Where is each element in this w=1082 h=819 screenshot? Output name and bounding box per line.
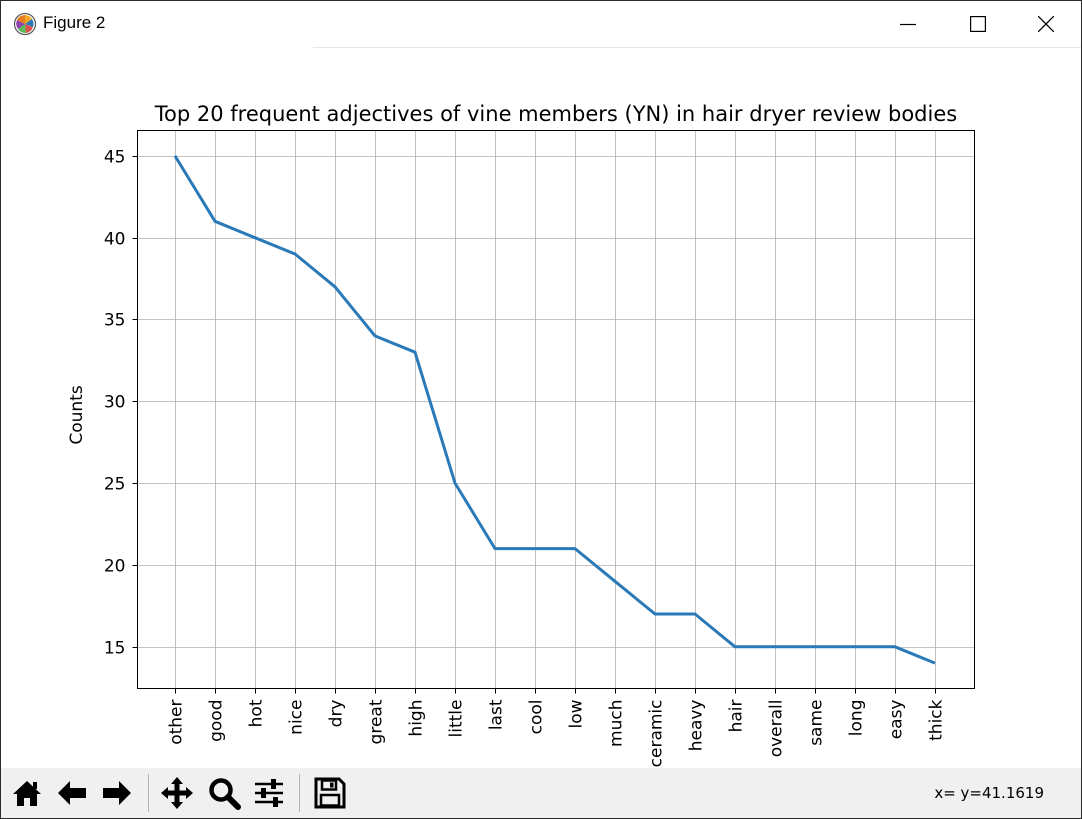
cursor-coordinates: x= y=41.1619	[934, 784, 1044, 802]
arrow-left-icon	[58, 781, 86, 805]
x-tick-label: cool	[527, 700, 547, 735]
figure-canvas[interactable]: Top 20 frequent adjectives of vine membe…	[1, 48, 1081, 768]
close-button[interactable]	[1011, 1, 1081, 47]
sliders-icon	[255, 779, 283, 807]
y-tick-label: 30	[104, 393, 126, 413]
title-divider	[313, 47, 1081, 48]
forward-button[interactable]	[97, 774, 137, 812]
chart-title: Top 20 frequent adjectives of vine membe…	[154, 102, 957, 126]
back-button[interactable]	[52, 774, 92, 812]
plot-frame	[137, 130, 975, 689]
navigation-toolbar: x= y=41.1619	[1, 768, 1081, 818]
home-icon	[13, 781, 41, 806]
x-tick-label: dry	[327, 700, 347, 728]
x-tick-label: ceramic	[647, 700, 667, 768]
x-tick-label: hot	[247, 699, 267, 727]
y-tick-label: 15	[104, 639, 126, 659]
arrow-right-icon	[103, 781, 131, 805]
x-tick-label: heavy	[687, 700, 707, 752]
x-tick-label: other	[167, 699, 187, 744]
floppy-disk-icon	[314, 777, 346, 809]
x-tick-label: last	[487, 699, 507, 730]
x-tick-label: low	[567, 699, 587, 728]
configure-subplots-button[interactable]	[249, 774, 289, 812]
window-title: Figure 2	[43, 13, 106, 32]
y-axis-label: Counts	[67, 385, 87, 444]
x-tick-label: same	[807, 700, 827, 746]
save-button[interactable]	[310, 774, 350, 812]
x-tick-label: easy	[887, 700, 907, 740]
close-icon	[1038, 16, 1054, 32]
x-tick-label: good	[207, 700, 227, 742]
home-button[interactable]	[7, 774, 47, 812]
matplotlib-logo-icon	[13, 12, 37, 36]
maximize-icon	[970, 16, 986, 32]
y-tick-label: 40	[104, 230, 126, 250]
line-chart: Top 20 frequent adjectives of vine membe…	[67, 102, 975, 768]
magnifier-icon	[209, 778, 241, 810]
y-tick-label: 25	[104, 475, 126, 495]
move-icon	[161, 777, 193, 809]
x-tick-label: nice	[287, 700, 307, 735]
x-tick-label: long	[847, 700, 867, 737]
x-tick-label: thick	[927, 699, 947, 741]
maximize-button[interactable]	[943, 1, 1013, 47]
x-tick-label: high	[407, 700, 427, 737]
axes: other good hot nice dry great high little last co…	[104, 148, 947, 768]
x-tick-label: hair	[727, 699, 747, 732]
x-tick-label: great	[367, 699, 387, 744]
toolbar-separator	[148, 774, 149, 812]
minimize-icon	[900, 23, 916, 26]
toolbar-separator	[299, 774, 300, 812]
x-tick-label: overall	[767, 700, 787, 758]
x-tick-label: little	[447, 700, 467, 738]
title-bar: Figure 2	[1, 1, 1081, 47]
pan-button[interactable]	[157, 774, 197, 812]
minimize-button[interactable]	[873, 1, 943, 47]
data-line	[173, 155, 936, 665]
y-tick-label: 45	[104, 148, 126, 168]
y-tick-label: 20	[104, 557, 126, 577]
series-layer	[173, 155, 936, 665]
x-tick-label: much	[607, 700, 627, 747]
grid-lines	[137, 130, 975, 689]
zoom-button[interactable]	[204, 774, 244, 812]
y-tick-label: 35	[104, 311, 126, 331]
